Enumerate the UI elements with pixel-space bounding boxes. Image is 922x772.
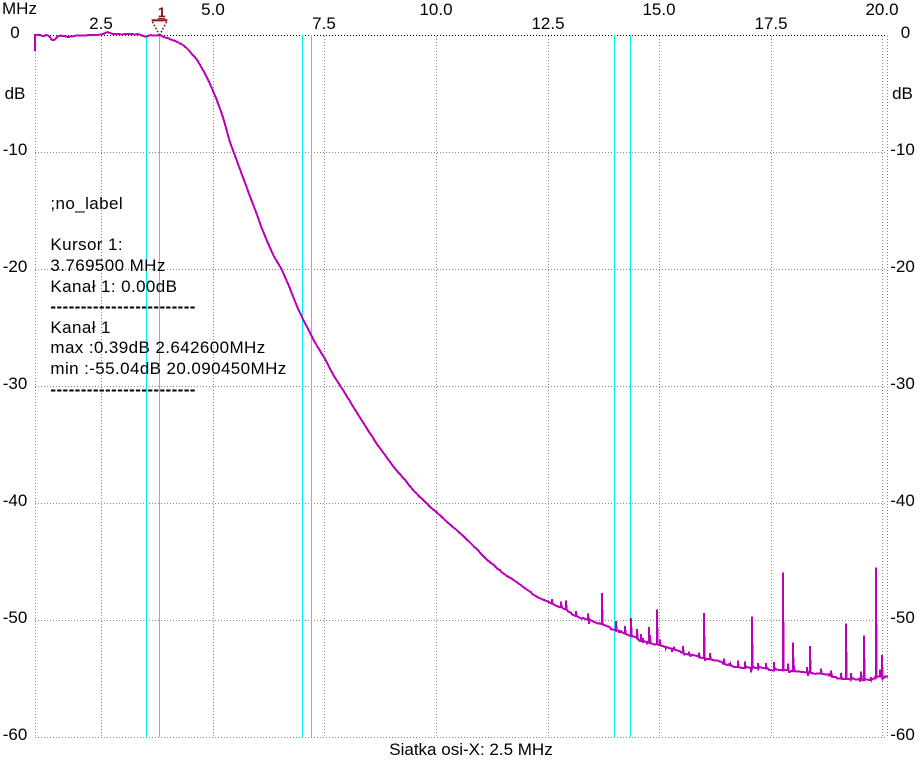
- svg-text:1: 1: [158, 4, 166, 20]
